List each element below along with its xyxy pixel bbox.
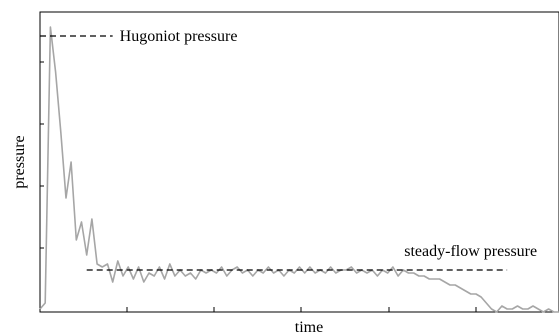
hugoniot-pressure-label: Hugoniot pressure <box>120 28 238 45</box>
steady-flow-pressure-label: steady-flow pressure <box>404 243 537 260</box>
series-line-1 <box>39 26 559 313</box>
plot-frame <box>39 11 559 313</box>
y-axis-label: pressure <box>11 135 28 188</box>
series-layer <box>39 26 559 313</box>
reference-lines: Hugoniot pressure steady-flow pressure <box>40 28 537 271</box>
axes <box>39 11 559 313</box>
x-axis-label: time <box>295 319 323 335</box>
